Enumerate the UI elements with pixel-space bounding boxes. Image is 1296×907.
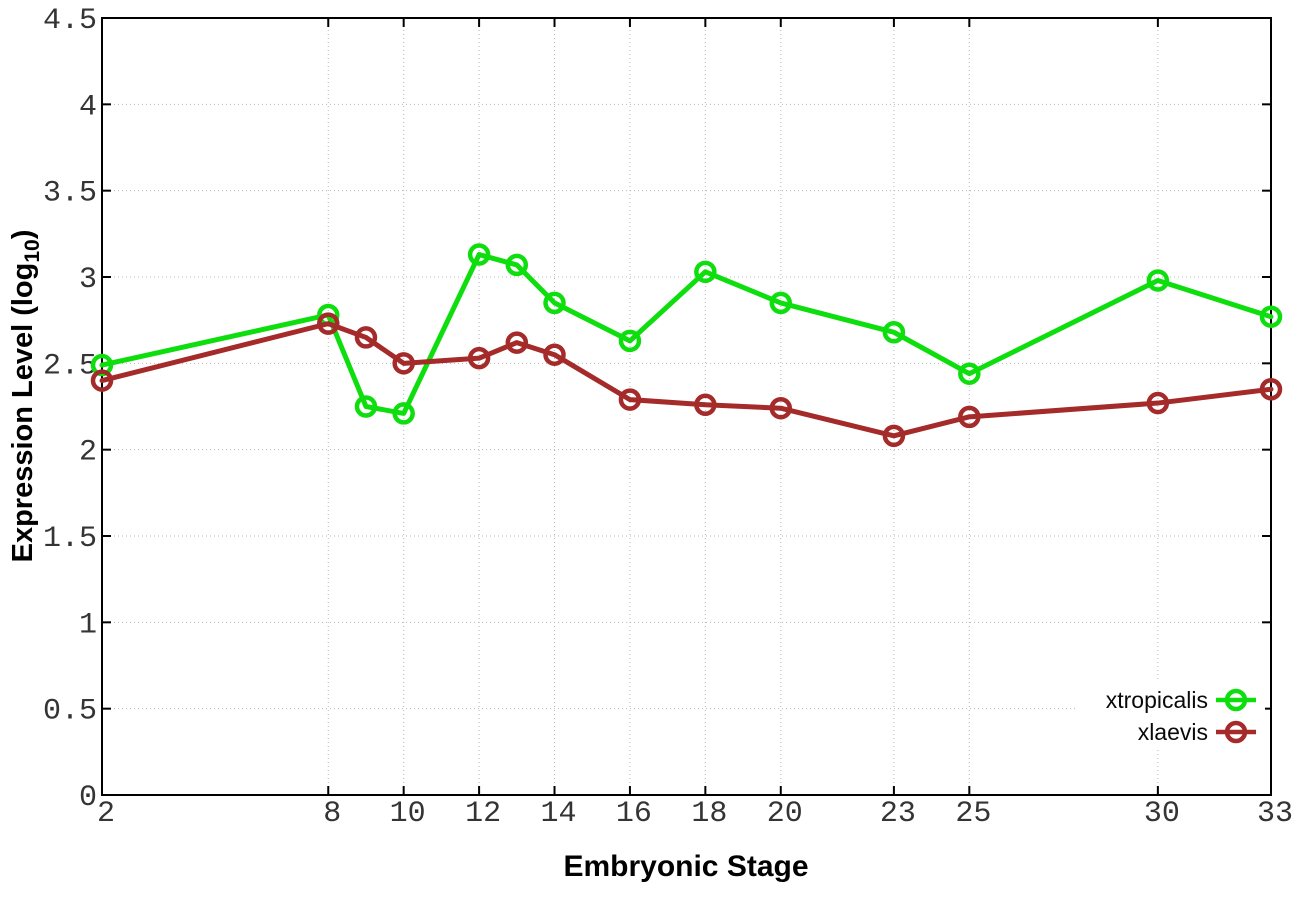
y-tick-label: 3.5 bbox=[43, 177, 97, 211]
data-point-marker bbox=[543, 343, 566, 366]
series-xtropicalis bbox=[90, 243, 1283, 425]
y-tick-label: 1 bbox=[79, 608, 97, 642]
data-point-marker bbox=[90, 353, 114, 377]
y-tick-label: 2 bbox=[79, 436, 97, 470]
data-point-marker bbox=[882, 424, 906, 448]
series-line bbox=[99, 321, 1274, 439]
y-axis-title-subscript: 10 bbox=[21, 239, 44, 262]
x-tick-label: 12 bbox=[465, 797, 501, 831]
y-axis-title-main: Expression Level (log bbox=[7, 263, 39, 563]
data-point-marker bbox=[543, 291, 566, 315]
legend-marker-circle bbox=[1224, 688, 1248, 712]
data-point-marker bbox=[1146, 269, 1170, 292]
data-point-marker bbox=[505, 253, 529, 277]
data-point-marker bbox=[467, 346, 491, 370]
series-xlaevis bbox=[90, 312, 1283, 448]
data-point-marker bbox=[769, 396, 793, 420]
data-point-marker bbox=[90, 369, 114, 392]
series-layer bbox=[90, 243, 1283, 448]
data-point-marker bbox=[882, 321, 906, 344]
data-point-marker bbox=[958, 362, 981, 385]
y-tick-label: 1.5 bbox=[43, 522, 97, 556]
y-tick-label: 0.5 bbox=[43, 695, 97, 729]
x-tick-label: 16 bbox=[616, 797, 652, 831]
y-tick-label: 2.5 bbox=[43, 349, 97, 383]
x-tick-label: 18 bbox=[691, 797, 727, 831]
data-point-marker bbox=[1259, 305, 1283, 328]
y-axis-title-end: ) bbox=[7, 230, 39, 240]
data-point-marker bbox=[392, 402, 415, 425]
legend-label: xtropicalis bbox=[1106, 687, 1208, 713]
x-tick-label: 23 bbox=[880, 797, 916, 831]
data-point-marker bbox=[505, 331, 529, 354]
x-tick-label: 8 bbox=[323, 797, 341, 831]
x-axis-title: Embryonic Stage bbox=[563, 850, 808, 883]
x-tick-label: 14 bbox=[541, 797, 577, 831]
tick-label-layer: 2 8 10 12 14 16 18 20 23 25 30 33 0 0.5 1 1.5 2 2.5 3 3.5 4 4… bbox=[43, 4, 1293, 831]
legend-item-xlaevis: xlaevis bbox=[1138, 719, 1256, 745]
y-tick-label: 4 bbox=[79, 90, 97, 124]
x-tick-label: 2 bbox=[97, 797, 115, 831]
data-point-marker bbox=[317, 312, 340, 335]
data-point-marker bbox=[769, 291, 793, 315]
y-axis-title: Expression Level (log10) bbox=[7, 230, 44, 563]
x-tick-label: 20 bbox=[767, 797, 803, 831]
x-tick-label: 10 bbox=[390, 797, 426, 831]
data-point-marker bbox=[354, 326, 378, 349]
x-tick-label: 30 bbox=[1144, 797, 1180, 831]
legend-item-xtropicalis: xtropicalis bbox=[1106, 687, 1256, 713]
plot-border bbox=[101, 17, 1272, 796]
tick-layer bbox=[101, 17, 1272, 796]
legend-label: xlaevis bbox=[1138, 719, 1208, 745]
data-point-marker bbox=[618, 329, 642, 353]
data-point-marker bbox=[618, 388, 642, 411]
data-point-marker bbox=[392, 352, 415, 375]
border-layer bbox=[101, 17, 1272, 796]
data-point-marker bbox=[958, 405, 981, 429]
y-tick-label: 3 bbox=[79, 263, 97, 297]
data-point-marker bbox=[1146, 391, 1170, 415]
data-point-marker bbox=[467, 243, 491, 266]
y-tick-label: 0 bbox=[79, 781, 97, 815]
x-tick-label: 25 bbox=[955, 797, 991, 831]
x-tick-label: 33 bbox=[1257, 797, 1293, 831]
data-point-marker bbox=[694, 260, 717, 284]
legend-layer: xtropicalis xlaevis bbox=[1078, 682, 1265, 748]
data-point-marker bbox=[694, 393, 717, 417]
series-line bbox=[99, 252, 1274, 416]
y-tick-label: 4.5 bbox=[43, 4, 97, 38]
data-point-marker bbox=[1259, 377, 1283, 401]
data-point-marker bbox=[354, 395, 378, 418]
legend-marker-circle bbox=[1224, 720, 1248, 744]
